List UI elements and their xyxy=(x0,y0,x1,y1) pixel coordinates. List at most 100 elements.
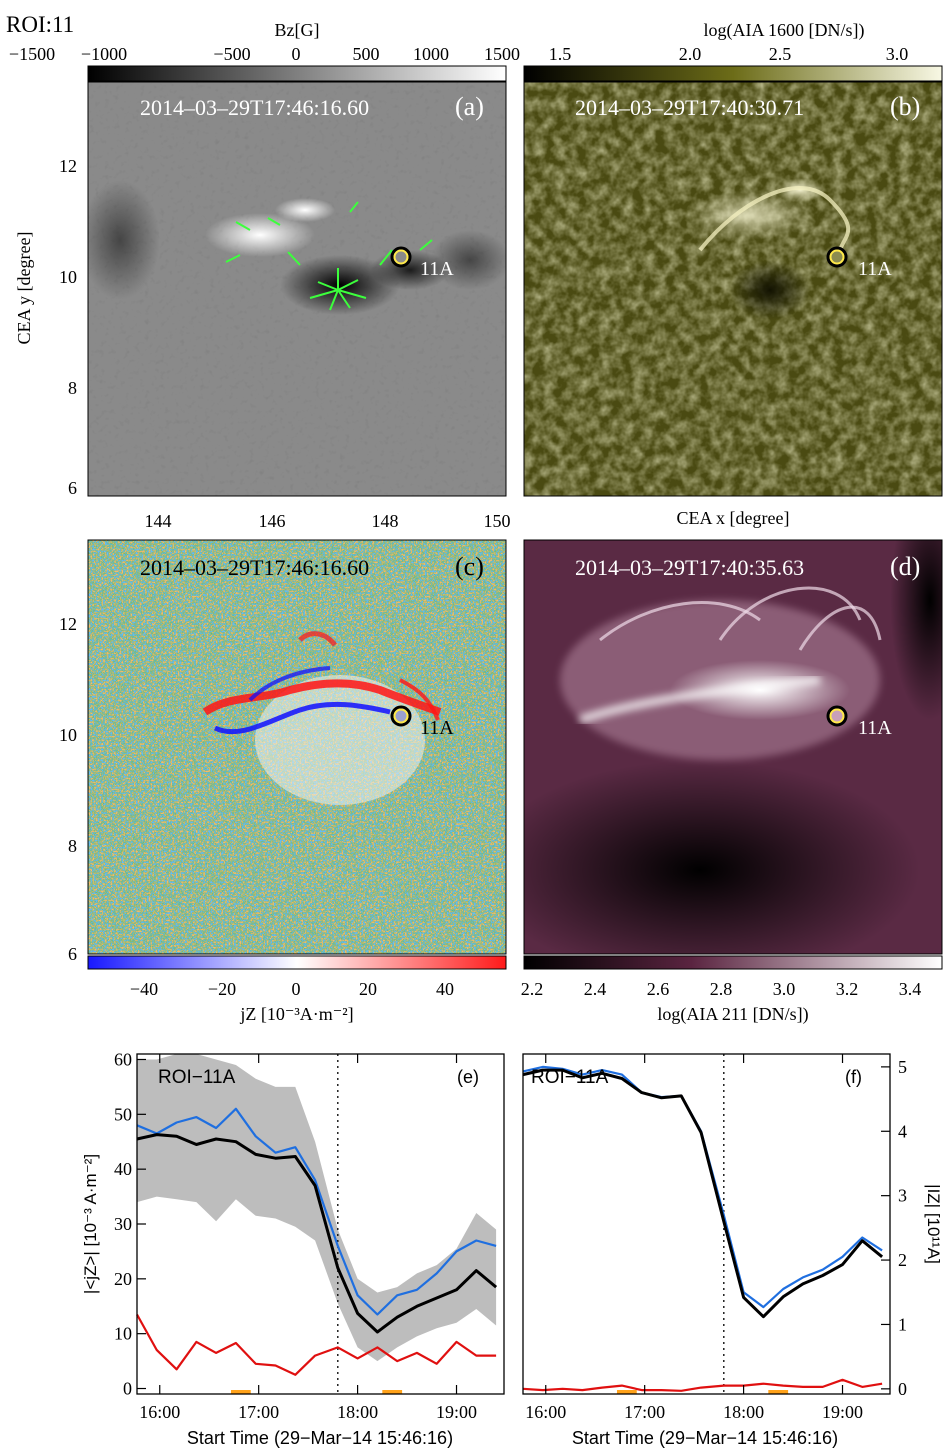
y-tick-label: 50 xyxy=(114,1104,132,1124)
y-tick-label: 1 xyxy=(898,1314,907,1334)
colorbar-d-tick: 2.2 xyxy=(521,979,544,999)
y-tick: 6 xyxy=(68,478,77,498)
panel-d-letter: (d) xyxy=(890,552,920,581)
panel-d-roi-label: 11A xyxy=(858,717,892,739)
colorbar-d-tick: 3.0 xyxy=(773,979,796,999)
y-tick-label: 10 xyxy=(114,1324,132,1344)
y-tick: 12 xyxy=(59,156,77,176)
x-tick-label: 18:00 xyxy=(337,1402,378,1422)
colorbar-a-tick: −1000 xyxy=(81,44,127,64)
chart-f-plot xyxy=(522,1054,890,1394)
figure-label: ROI:11 xyxy=(6,12,74,37)
series-line-0 xyxy=(136,1107,497,1316)
colorbar-b-tick: 1.5 xyxy=(549,44,572,64)
panel-c-timestamp: 2014–03–29T17:46:16.60 xyxy=(140,555,369,580)
series-line-2 xyxy=(522,1378,883,1392)
chart-e-x-ticks: 16:00 17:00 18:00 19:00 xyxy=(139,1402,477,1422)
colorbar-d-tick: 3.4 xyxy=(899,979,922,999)
x-tick: 150 xyxy=(484,511,511,531)
colorbar-a xyxy=(87,65,507,82)
panel-a-timestamp: 2014–03–29T17:46:16.60 xyxy=(140,95,369,120)
panel-a: Bz[G] −1500 −1000 −500 0 500 1000 1500 xyxy=(9,20,520,531)
panel-a-x-ticks: 144 146 148 150 xyxy=(145,511,511,531)
chart-f-annotation: ROI−11A xyxy=(531,1067,609,1088)
colorbar-a-tick: 1000 xyxy=(413,44,449,64)
x-tick-label: 19:00 xyxy=(822,1402,863,1422)
x-tick-label: 16:00 xyxy=(525,1402,566,1422)
panel-d-frame xyxy=(523,539,943,955)
velocity-arrows xyxy=(225,201,433,311)
x-tick-label: 16:00 xyxy=(139,1402,180,1422)
aia-1600-image xyxy=(524,82,942,496)
chart-e-xlabel: Start Time (29−Mar−14 15:46:16) xyxy=(187,1428,453,1448)
y-tick-label: 4 xyxy=(898,1121,907,1141)
colorbar-c-title: jZ [10⁻³A·m⁻²] xyxy=(239,1004,353,1024)
aia-211-image xyxy=(524,540,942,954)
panel-b-letter: (b) xyxy=(890,92,920,121)
panel-c-letter: (c) xyxy=(455,552,484,581)
y-tick: 8 xyxy=(68,378,77,398)
colorbar-a-tick: 500 xyxy=(353,44,380,64)
panel-d-timestamp: 2014–03–29T17:40:35.63 xyxy=(575,555,804,580)
colorbar-b-title: log(AIA 1600 [DN/s]) xyxy=(704,20,865,41)
chart-f-xlabel: Start Time (29−Mar−14 15:46:16) xyxy=(572,1428,838,1448)
y-tick: 8 xyxy=(68,836,77,856)
panel-c-y-ticks: 12 10 8 6 xyxy=(59,614,77,964)
panel-a-frame xyxy=(87,81,507,497)
colorbar-c-ticks: −40 −20 0 20 40 xyxy=(130,979,454,999)
colorbar-c-tick: −40 xyxy=(130,979,158,999)
x-tick: 144 xyxy=(145,511,172,531)
panel-b-roi-label: 11A xyxy=(858,258,892,280)
colorbar-d xyxy=(523,955,943,970)
colorbar-d-tick: 2.8 xyxy=(710,979,733,999)
y-axis-label: CEA y [degree] xyxy=(14,232,34,345)
colorbar-c xyxy=(87,955,507,970)
x-tick: 148 xyxy=(372,511,399,531)
colorbar-d-tick: 2.6 xyxy=(647,979,670,999)
chart-e-letter: (e) xyxy=(457,1067,479,1087)
colorbar-a-tick: −500 xyxy=(213,44,250,64)
roi-marker-d xyxy=(826,705,848,727)
current-density-image xyxy=(88,540,506,954)
panel-a-roi-label: 11A xyxy=(420,258,454,280)
chart-f-frame xyxy=(522,1053,891,1395)
magnetogram-image xyxy=(88,82,506,496)
panel-b-timestamp: 2014–03–29T17:40:30.71 xyxy=(575,95,804,120)
y-tick-label: 2 xyxy=(898,1250,907,1270)
chart-e-ylabel: |<jZ>| [10⁻³ A·m⁻²] xyxy=(81,1154,100,1294)
y-tick-label: 60 xyxy=(114,1049,132,1069)
chart-f-letter: (f) xyxy=(845,1067,862,1087)
colorbar-a-tick: 0 xyxy=(292,44,301,64)
chart-f-y-ticks: 0 1 2 3 4 5 xyxy=(898,1057,907,1399)
colorbar-b-tick: 2.5 xyxy=(769,44,792,64)
colorbar-d-title: log(AIA 211 [DN/s]) xyxy=(657,1004,808,1025)
chart-e-y-ticks: 0 10 20 30 40 50 60 xyxy=(114,1049,132,1398)
y-tick-label: 0 xyxy=(123,1379,132,1399)
colorbar-c-tick: −20 xyxy=(208,979,236,999)
chart-f-ylabel: |IZ| [10¹¹A] xyxy=(924,1184,943,1264)
colorbar-a-ticks: −1500 −1000 −500 0 500 1000 1500 xyxy=(9,44,520,64)
roi-marker-c xyxy=(390,705,412,727)
chart-e-frame xyxy=(136,1053,505,1395)
x-tick-label: 19:00 xyxy=(436,1402,477,1422)
chart-e-annotation: ROI−11A xyxy=(158,1067,236,1088)
y-tick-label: 20 xyxy=(114,1269,132,1289)
y-tick-label: 30 xyxy=(114,1214,132,1234)
y-tick-label: 3 xyxy=(898,1186,907,1206)
y-tick-label: 0 xyxy=(898,1379,907,1399)
roi-marker-b xyxy=(826,246,848,268)
x-tick-label: 17:00 xyxy=(624,1402,665,1422)
panel-c-roi-label: 11A xyxy=(420,717,454,739)
colorbar-b-tick: 3.0 xyxy=(886,44,909,64)
chart-e: ROI−11A (e) 0 10 20 30 40 50 60 16:00 17:00 18:0… xyxy=(81,1049,505,1448)
colorbar-a-tick: −1500 xyxy=(9,44,55,64)
x-axis-label: CEA x [degree] xyxy=(677,508,790,528)
colorbar-b xyxy=(523,65,943,82)
x-tick: 146 xyxy=(259,511,286,531)
y-tick-label: 5 xyxy=(898,1057,907,1077)
chart-f-x-ticks: 16:00 17:00 18:00 19:00 xyxy=(525,1402,863,1422)
series-line-1 xyxy=(522,1068,884,1319)
panel-a-letter: (a) xyxy=(455,92,484,121)
roi-marker-a xyxy=(390,246,412,268)
